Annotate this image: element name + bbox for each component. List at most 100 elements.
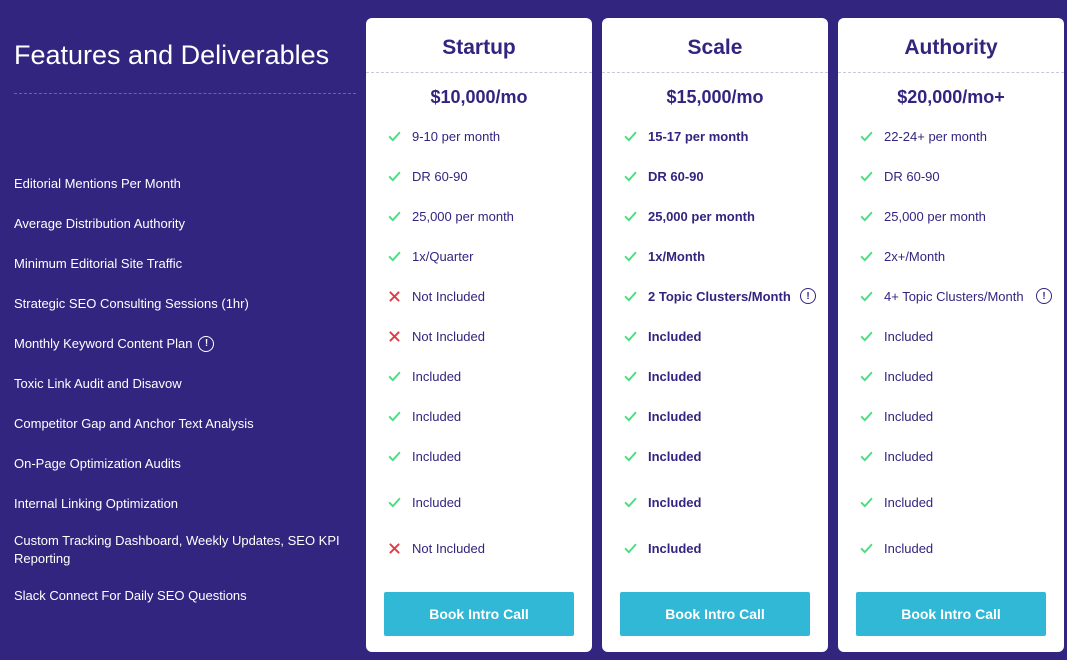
feature-label-text: Strategic SEO Consulting Sessions (1hr) [14, 295, 249, 313]
plan-feature-text: Included [648, 541, 816, 556]
check-icon [860, 410, 873, 423]
plan-name: Startup [366, 36, 592, 60]
check-icon [388, 410, 401, 423]
plan-feature-value: Not Included [366, 276, 592, 316]
check-icon [388, 130, 401, 143]
plan-feature-value: Not Included [366, 316, 592, 356]
plan-feature-value: 22-24+ per month [838, 116, 1064, 156]
check-icon [860, 210, 873, 223]
plan-feature-text: Included [648, 369, 816, 384]
plan-feature-text: DR 60-90 [884, 169, 1052, 184]
plan-feature-text: Included [648, 495, 816, 510]
plan-feature-text: 2x+/Month [884, 249, 1052, 264]
book-intro-call-button[interactable]: Book Intro Call [856, 592, 1046, 636]
plan-feature-text: Not Included [412, 289, 580, 304]
plan-feature-value: Included [366, 476, 592, 528]
info-icon[interactable]: ! [1036, 288, 1052, 304]
x-icon [388, 290, 401, 303]
check-icon [388, 210, 401, 223]
plan-name: Authority [838, 36, 1064, 60]
feature-label-text: Slack Connect For Daily SEO Questions [14, 587, 247, 605]
plan-feature-text: Included [412, 449, 580, 464]
plan-price: $20,000/mo+ [838, 73, 1064, 116]
check-icon [624, 290, 637, 303]
plan-feature-text: 15-17 per month [648, 129, 816, 144]
check-icon [388, 370, 401, 383]
plan-name: Scale [602, 36, 828, 60]
plan-feature-value: Not Included [366, 528, 592, 568]
plan-feature-value: Included [838, 436, 1064, 476]
plan-feature-text: Included [884, 449, 1052, 464]
plan-feature-text: DR 60-90 [648, 169, 816, 184]
plan-feature-text: Included [884, 409, 1052, 424]
check-icon [860, 130, 873, 143]
plan-feature-value: Included [602, 356, 828, 396]
plan-feature-value: DR 60-90 [838, 156, 1064, 196]
info-icon[interactable]: ! [800, 288, 816, 304]
plan-feature-text: 4+ Topic Clusters/Month [884, 289, 1030, 304]
plan-feature-value: 1x/Month [602, 236, 828, 276]
plan-feature-value: Included [366, 396, 592, 436]
plan-feature-value: Included [366, 436, 592, 476]
check-icon [624, 496, 637, 509]
features-column: Features and DeliverablesEditorial Menti… [14, 20, 356, 616]
feature-label-text: Minimum Editorial Site Traffic [14, 255, 182, 273]
check-icon [860, 330, 873, 343]
plan-feature-text: Included [412, 495, 580, 510]
check-icon [860, 370, 873, 383]
check-icon [624, 170, 637, 183]
check-icon [860, 290, 873, 303]
check-icon [624, 130, 637, 143]
plan-feature-value: 15-17 per month [602, 116, 828, 156]
book-intro-call-button[interactable]: Book Intro Call [384, 592, 574, 636]
check-icon [624, 250, 637, 263]
plan-price: $15,000/mo [602, 73, 828, 116]
plan-feature-value: 2x+/Month [838, 236, 1064, 276]
plan-feature-text: 1x/Quarter [412, 249, 580, 264]
check-icon [860, 170, 873, 183]
feature-label: On-Page Optimization Audits [14, 444, 356, 484]
check-icon [860, 542, 873, 555]
plan-feature-text: 2 Topic Clusters/Month [648, 289, 794, 304]
x-icon [388, 542, 401, 555]
plan-feature-text: Included [884, 495, 1052, 510]
feature-label-text: Editorial Mentions Per Month [14, 175, 181, 193]
plan-feature-value: 25,000 per month [366, 196, 592, 236]
feature-label: Monthly Keyword Content Plan! [14, 324, 356, 364]
plan-card: Startup$10,000/mo9-10 per monthDR 60-902… [366, 18, 592, 652]
plan-feature-value: Included [602, 528, 828, 568]
plan-header: Authority [838, 18, 1064, 73]
plan-feature-text: Included [648, 329, 816, 344]
plan-feature-value: Included [602, 396, 828, 436]
check-icon [624, 410, 637, 423]
feature-label: Strategic SEO Consulting Sessions (1hr) [14, 284, 356, 324]
x-icon [388, 330, 401, 343]
feature-label-text: Monthly Keyword Content Plan [14, 335, 192, 353]
check-icon [860, 250, 873, 263]
check-icon [388, 496, 401, 509]
plan-feature-value: Included [838, 396, 1064, 436]
feature-label: Slack Connect For Daily SEO Questions [14, 576, 356, 616]
plan-feature-text: Included [648, 449, 816, 464]
feature-label-text: Internal Linking Optimization [14, 495, 178, 513]
check-icon [388, 170, 401, 183]
feature-label: Editorial Mentions Per Month [14, 164, 356, 204]
feature-label: Minimum Editorial Site Traffic [14, 244, 356, 284]
plan-feature-text: Not Included [412, 329, 580, 344]
plan-feature-value: Included [366, 356, 592, 396]
plan-header: Scale [602, 18, 828, 73]
plan-feature-value: Included [838, 316, 1064, 356]
plan-feature-text: Included [884, 541, 1052, 556]
info-icon[interactable]: ! [198, 336, 214, 352]
feature-label: Average Distribution Authority [14, 204, 356, 244]
plan-feature-value: Included [602, 476, 828, 528]
check-icon [860, 496, 873, 509]
feature-label-text: On-Page Optimization Audits [14, 455, 181, 473]
plan-feature-text: 22-24+ per month [884, 129, 1052, 144]
plan-card: Scale$15,000/mo15-17 per monthDR 60-9025… [602, 18, 828, 652]
feature-label-text: Custom Tracking Dashboard, Weekly Update… [14, 532, 352, 567]
book-intro-call-button[interactable]: Book Intro Call [620, 592, 810, 636]
check-icon [624, 450, 637, 463]
check-icon [624, 542, 637, 555]
plan-feature-text: 9-10 per month [412, 129, 580, 144]
